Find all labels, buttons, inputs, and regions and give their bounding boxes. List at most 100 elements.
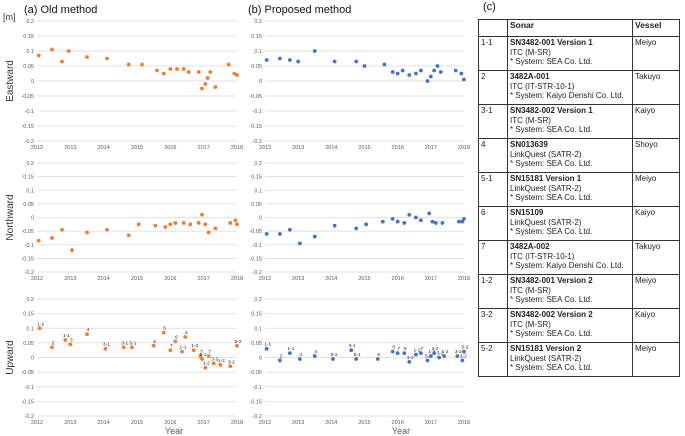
- row-sonar: 3482A-002 ITC (IT-STR-10-1) * System: Kaiy…: [507, 240, 633, 275]
- x-tick-label: 2013: [292, 276, 304, 282]
- table-row: 6 SN15109 LinkQuest (SATR-2) * System: SEA …: [478, 206, 680, 241]
- row-sonar: 3482A-001 ITC (IT-STR-10-1) * System: Kaiy…: [507, 70, 633, 105]
- data-point: [428, 354, 433, 358]
- data-point: [200, 212, 204, 217]
- x-tick-label: 2015: [358, 145, 370, 151]
- sonar-model: LinkQuest (SATR-2): [510, 353, 582, 363]
- data-point: [460, 219, 465, 224]
- data-point: [297, 357, 302, 361]
- point-label: 1-2: [442, 349, 449, 355]
- x-tick-label: 2012: [259, 420, 271, 426]
- header-no: [478, 19, 508, 37]
- data-point: [168, 67, 173, 71]
- y-tick-label: 0: [259, 356, 262, 362]
- row-vessel: Shoyo: [632, 138, 680, 173]
- x-tick-label: 2012: [31, 420, 43, 426]
- table-row: 4 SN013639 LinkQuest (SATR-2) * System: SEA…: [478, 138, 680, 173]
- data-point: [203, 222, 208, 227]
- data-point: [70, 248, 74, 253]
- row-sonar: SN3482-001 Version 1 ITC (M-SR) * System: …: [507, 36, 633, 71]
- y-tick-label: 0.05: [251, 202, 262, 208]
- data-point: [196, 70, 201, 74]
- data-point: [414, 352, 418, 357]
- y-tick-label: -0.15: [21, 256, 34, 262]
- row-vessel: Kaiyo: [632, 206, 680, 241]
- data-point: [455, 354, 460, 358]
- row-vessel: Kaiyo: [632, 104, 680, 139]
- data-point: [181, 221, 186, 225]
- header-vessel: Vessel: [632, 19, 680, 37]
- point-label: 7: [200, 349, 203, 355]
- y-tick-label: 0.1: [254, 188, 262, 194]
- point-label: 2: [52, 340, 55, 346]
- data-point: [235, 73, 239, 77]
- point-label: 5-2: [235, 339, 242, 345]
- data-point: [68, 342, 73, 347]
- x-tick-label: 2015: [358, 276, 370, 282]
- table-row: 5-1 SN15181 Version 1 LinkQuest (SATR-2) * …: [478, 172, 680, 207]
- data-point: [407, 359, 412, 364]
- point-label: 1-2: [203, 361, 210, 367]
- point-label: 5-1: [200, 352, 207, 358]
- data-point: [155, 68, 159, 73]
- data-point: [312, 49, 317, 53]
- data-point: [390, 70, 395, 74]
- data-point: [390, 349, 395, 354]
- point-label: 3-1: [121, 340, 128, 346]
- sonar-name: SN15181 Version 2: [510, 344, 582, 353]
- point-label: 3-2: [211, 356, 218, 362]
- data-point: [432, 68, 437, 73]
- data-point: [50, 345, 54, 350]
- data-point: [218, 362, 223, 367]
- sonar-model: ITC (IT-STR-10-1): [510, 251, 575, 261]
- data-point: [63, 338, 68, 342]
- row-sonar: SN3482-002 Version 1 ITC (M-SR) * System: …: [507, 104, 633, 139]
- x-tick-label: 2014: [325, 420, 337, 426]
- sonar-name: 3482A-001: [510, 72, 550, 81]
- data-point: [457, 219, 461, 224]
- row-sonar: SN15181 Version 1 LinkQuest (SATR-2) * Sys…: [507, 172, 633, 207]
- data-point: [85, 230, 89, 235]
- data-point: [414, 71, 418, 76]
- table-row: 7 3482A-002 ITC (IT-STR-10-1) * System: Kai…: [478, 240, 680, 275]
- data-point: [188, 222, 193, 227]
- x-tick-label: 2017: [425, 276, 437, 282]
- point-label: 3-2: [455, 349, 462, 355]
- data-point: [264, 231, 269, 236]
- data-point: [175, 67, 179, 71]
- table-row: 1-1 SN3482-001 Version 1 ITC (M-SR) * Syste…: [478, 36, 680, 71]
- data-point: [153, 223, 158, 228]
- sonar-name: SN3482-001 Version 2: [510, 276, 593, 285]
- row-vessel: Takuyo: [632, 240, 680, 275]
- data-point: [332, 59, 337, 64]
- data-point: [364, 222, 369, 227]
- point-label: 7: [397, 346, 400, 352]
- point-label: 1-2: [218, 358, 225, 364]
- data-point: [462, 77, 466, 82]
- x-tick-label: 2014: [98, 276, 110, 282]
- data-point: [296, 59, 301, 64]
- sonar-table: Sonar Vessel 1-1 SN3482-001 Version 1 ITC …: [478, 19, 680, 377]
- y-tick-label: 0: [31, 216, 34, 222]
- y-axis-title: Northward: [5, 194, 16, 240]
- data-point: [205, 76, 210, 80]
- data-point: [433, 221, 438, 225]
- data-point: [407, 212, 412, 217]
- sonar-system: * System: SEA Co. Ltd.: [510, 329, 593, 339]
- data-point: [278, 231, 282, 236]
- x-tick-label: 2016: [392, 145, 404, 151]
- data-point: [459, 71, 464, 76]
- data-point: [427, 211, 432, 216]
- sonar-name: SN3482-001 Version 1: [510, 38, 593, 47]
- x-tick-label: 2015: [358, 420, 370, 426]
- y-tick-label: -0.15: [21, 124, 34, 130]
- sonar-system: * System: Kaiyo Denshi Co. Ltd.: [510, 91, 624, 101]
- sonar-system: * System: SEA Co. Ltd.: [510, 125, 593, 135]
- table-row: 3-1 SN3482-002 Version 1 ITC (M-SR) * Syste…: [478, 104, 680, 139]
- x-tick-label: 2013: [292, 145, 304, 151]
- row-sonar: SN3482-002 Version 2 ITC (M-SR) * System: …: [507, 308, 633, 343]
- data-point: [103, 346, 108, 351]
- data-point: [130, 345, 134, 350]
- data-point: [37, 326, 42, 331]
